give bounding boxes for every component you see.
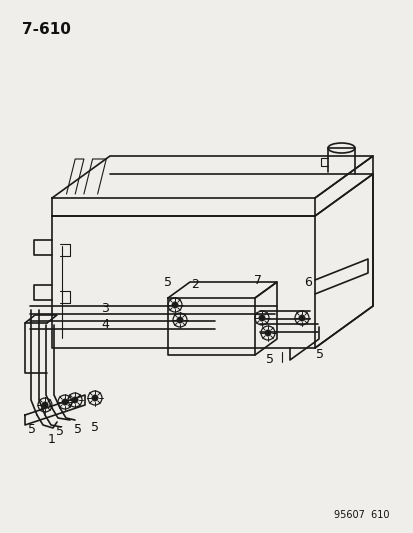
Text: 5: 5 <box>266 353 273 367</box>
Text: 95607  610: 95607 610 <box>334 510 389 520</box>
Text: 5: 5 <box>315 349 323 361</box>
Text: 5: 5 <box>28 424 36 437</box>
Text: 7-610: 7-610 <box>22 22 71 37</box>
Circle shape <box>264 330 271 336</box>
Text: 7: 7 <box>254 273 261 287</box>
Circle shape <box>92 395 98 401</box>
Text: 5: 5 <box>56 425 64 439</box>
Text: 2: 2 <box>191 279 199 292</box>
Text: 6: 6 <box>303 277 311 289</box>
Circle shape <box>42 402 48 408</box>
Text: 5: 5 <box>91 422 99 434</box>
Text: 5: 5 <box>74 424 82 437</box>
Text: 1: 1 <box>48 433 56 447</box>
Circle shape <box>176 317 183 323</box>
Circle shape <box>62 399 68 405</box>
Circle shape <box>72 397 78 403</box>
Circle shape <box>258 315 264 321</box>
Text: 4: 4 <box>101 319 109 332</box>
Text: 3: 3 <box>101 302 109 314</box>
Circle shape <box>171 302 178 308</box>
Circle shape <box>298 315 304 321</box>
Text: 5: 5 <box>164 277 171 289</box>
